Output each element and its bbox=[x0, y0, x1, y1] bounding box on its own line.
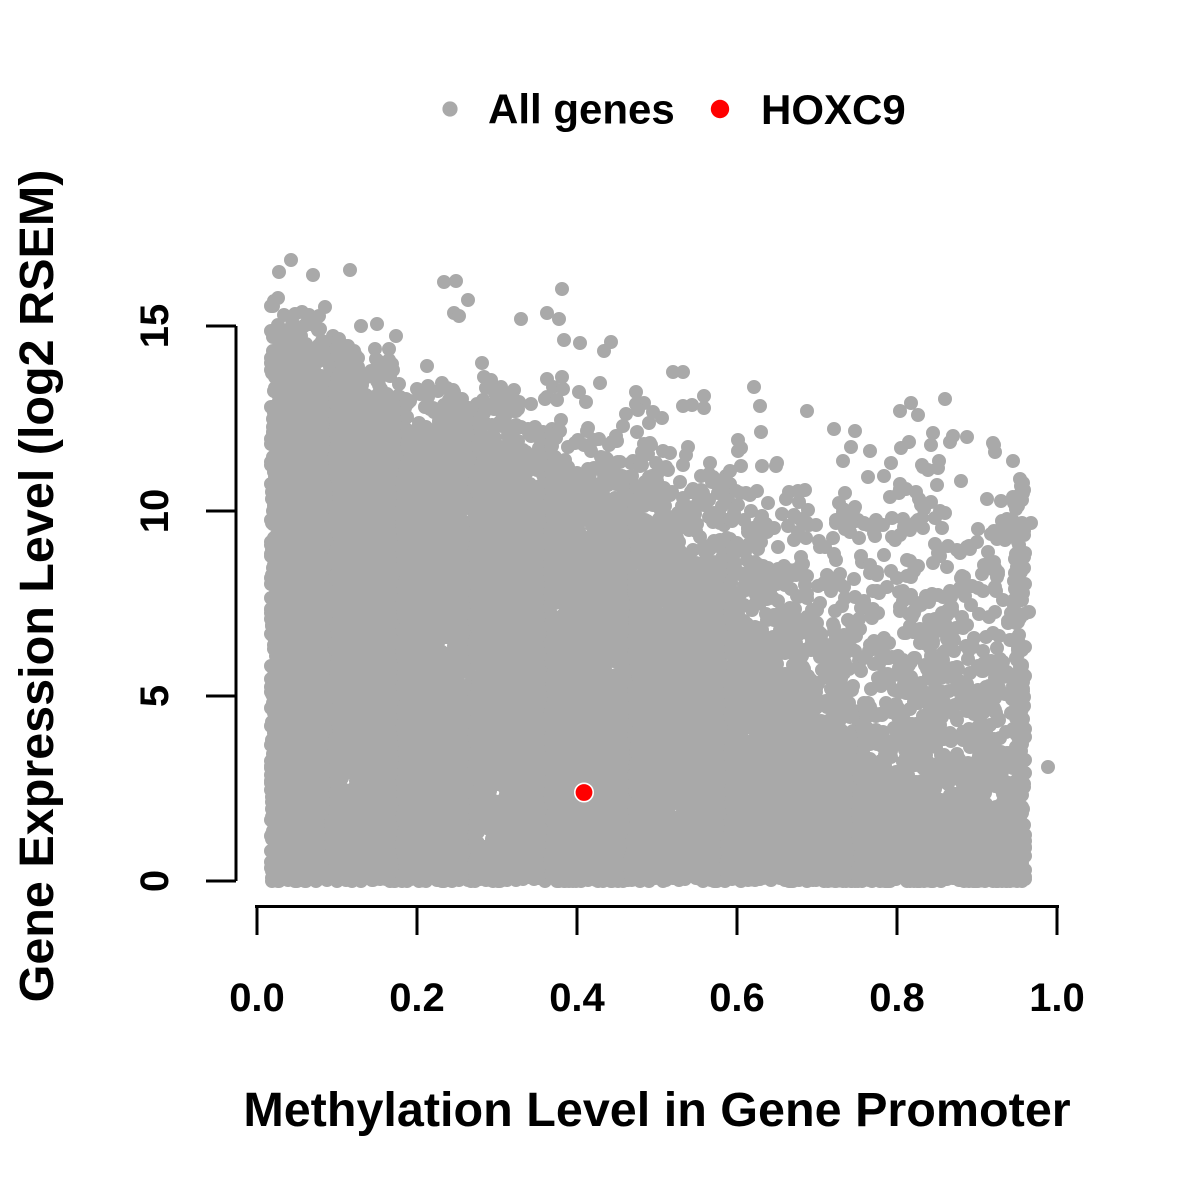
svg-text:0.8: 0.8 bbox=[869, 976, 925, 1020]
svg-text:0.6: 0.6 bbox=[709, 976, 765, 1020]
svg-text:Gene Expression Level (log2 RS: Gene Expression Level (log2 RSEM) bbox=[10, 170, 64, 1003]
svg-text:All genes: All genes bbox=[488, 86, 675, 133]
svg-text:5: 5 bbox=[133, 685, 177, 707]
svg-text:1.0: 1.0 bbox=[1029, 976, 1085, 1020]
svg-text:Methylation Level in Gene Prom: Methylation Level in Gene Promoter bbox=[243, 1083, 1070, 1137]
svg-text:10: 10 bbox=[133, 489, 177, 534]
svg-text:0.2: 0.2 bbox=[389, 976, 445, 1020]
svg-text:0: 0 bbox=[133, 870, 177, 892]
svg-text:15: 15 bbox=[133, 304, 177, 349]
svg-text:0.4: 0.4 bbox=[549, 976, 605, 1020]
svg-text:0.0: 0.0 bbox=[229, 976, 285, 1020]
svg-text:HOXC9: HOXC9 bbox=[761, 86, 906, 133]
